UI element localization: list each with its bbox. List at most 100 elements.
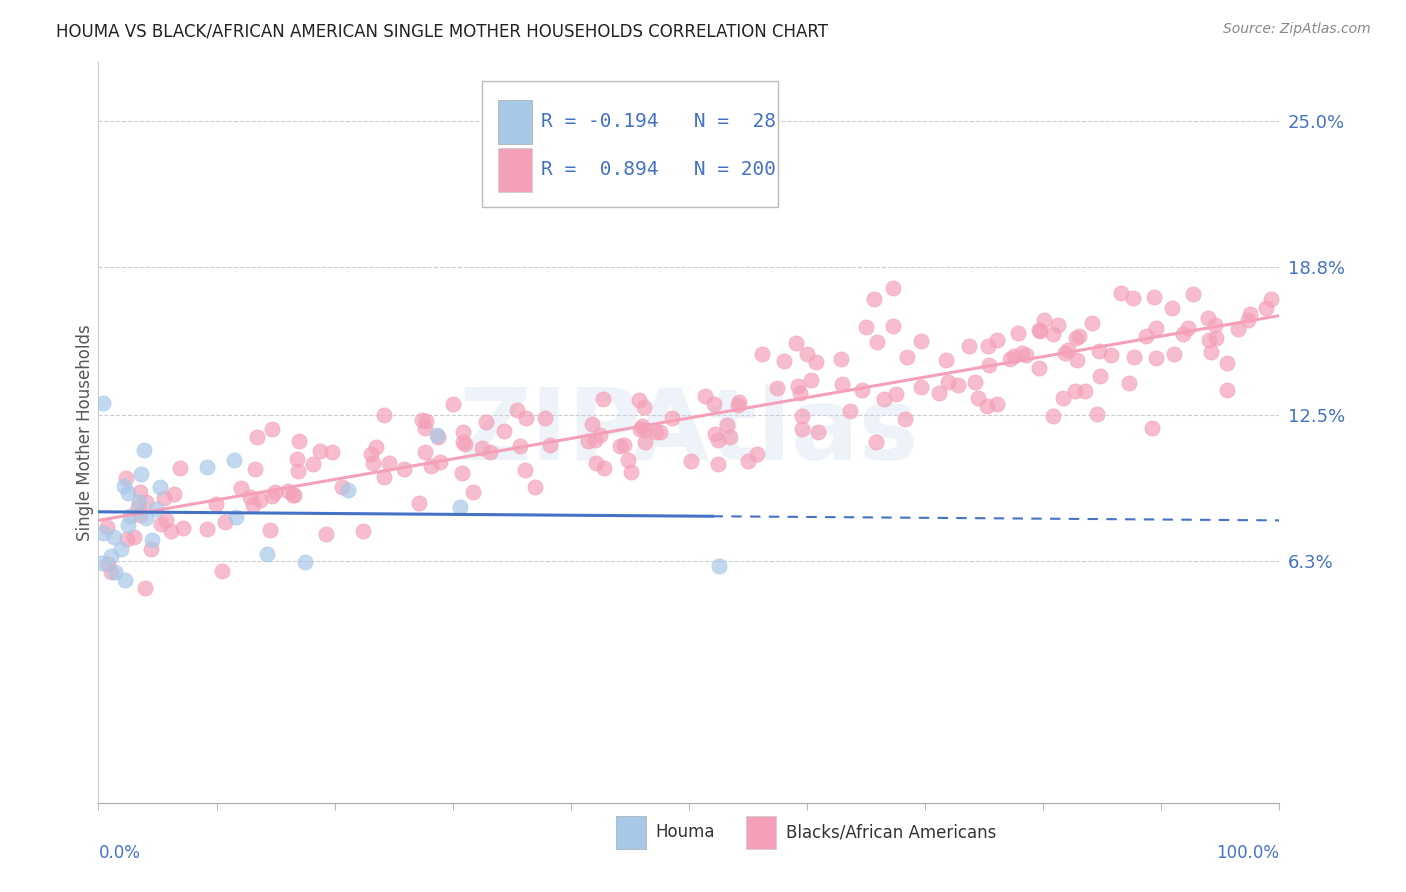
Point (141, 533, 163, 547)
Point (592, 461, 614, 475)
Point (128, 495, 150, 509)
Point (948, 378, 970, 392)
Point (704, 427, 727, 442)
Point (1197, 310, 1219, 325)
Point (301, 458, 323, 472)
Point (1032, 313, 1054, 327)
Point (506, 403, 529, 417)
Point (96, 520, 118, 534)
Point (796, 346, 818, 360)
Point (242, 498, 264, 512)
Point (427, 430, 450, 444)
Point (91, 396, 114, 410)
Point (1074, 384, 1097, 399)
Point (336, 483, 359, 497)
Point (1142, 421, 1164, 435)
Point (534, 410, 557, 425)
Point (97, 558, 120, 572)
Point (478, 445, 501, 459)
Point (634, 434, 657, 449)
Point (100, 565, 122, 579)
Point (792, 409, 814, 423)
Point (583, 434, 606, 448)
Point (114, 471, 136, 485)
Point (1135, 329, 1157, 343)
Point (620, 465, 643, 479)
Text: R = -0.194   N =  28: R = -0.194 N = 28 (541, 112, 776, 131)
Point (884, 387, 907, 401)
Point (585, 456, 607, 470)
FancyBboxPatch shape (745, 816, 776, 848)
Point (117, 518, 139, 533)
Point (706, 457, 728, 471)
Point (650, 425, 672, 439)
Point (408, 496, 430, 510)
Point (609, 439, 631, 453)
Point (315, 527, 337, 541)
Point (352, 524, 374, 538)
Point (1143, 289, 1166, 303)
Point (1173, 326, 1195, 341)
Point (1216, 383, 1239, 397)
Point (716, 417, 738, 432)
Point (1144, 351, 1167, 366)
Point (451, 425, 474, 439)
Point (1122, 291, 1144, 305)
Point (866, 334, 889, 349)
Point (977, 338, 1000, 352)
Point (633, 401, 655, 415)
Point (260, 422, 283, 436)
Point (148, 480, 170, 494)
Point (413, 444, 436, 458)
Point (634, 423, 657, 437)
Point (581, 417, 603, 431)
Point (727, 398, 749, 412)
Point (1028, 325, 1050, 339)
Text: Blacks/African Americans: Blacks/African Americans (786, 823, 997, 841)
Point (967, 392, 990, 406)
Point (1042, 327, 1064, 342)
Y-axis label: Single Mother Households: Single Mother Households (76, 325, 94, 541)
Point (851, 383, 873, 397)
Point (1011, 346, 1033, 360)
Point (360, 447, 382, 461)
Point (256, 547, 278, 561)
Point (807, 425, 830, 439)
Point (415, 414, 437, 428)
Point (1239, 307, 1261, 321)
Point (745, 447, 768, 461)
Point (449, 500, 471, 515)
Point (1054, 346, 1077, 360)
Point (1260, 292, 1282, 306)
Point (117, 485, 139, 500)
Point (461, 484, 484, 499)
Point (124, 530, 146, 544)
Point (195, 522, 218, 536)
Point (287, 465, 309, 479)
Point (751, 347, 773, 361)
Text: ZIPAtlas: ZIPAtlas (458, 384, 920, 481)
Point (321, 444, 343, 458)
Point (392, 462, 415, 476)
Point (1227, 322, 1250, 336)
Point (169, 461, 191, 475)
Point (936, 375, 959, 389)
Point (120, 509, 142, 524)
Point (1161, 301, 1184, 316)
Point (1099, 348, 1122, 362)
Point (361, 456, 384, 470)
Point (616, 453, 638, 467)
Point (162, 487, 184, 501)
Point (785, 336, 807, 351)
Point (839, 404, 862, 418)
Point (135, 511, 157, 525)
Point (1237, 313, 1260, 327)
Point (693, 389, 716, 403)
Point (294, 555, 316, 569)
Point (373, 470, 395, 484)
Point (977, 358, 1000, 372)
Text: R =  0.894   N = 200: R = 0.894 N = 200 (541, 161, 776, 179)
Point (129, 508, 152, 522)
Point (429, 455, 451, 469)
Point (1205, 331, 1227, 345)
